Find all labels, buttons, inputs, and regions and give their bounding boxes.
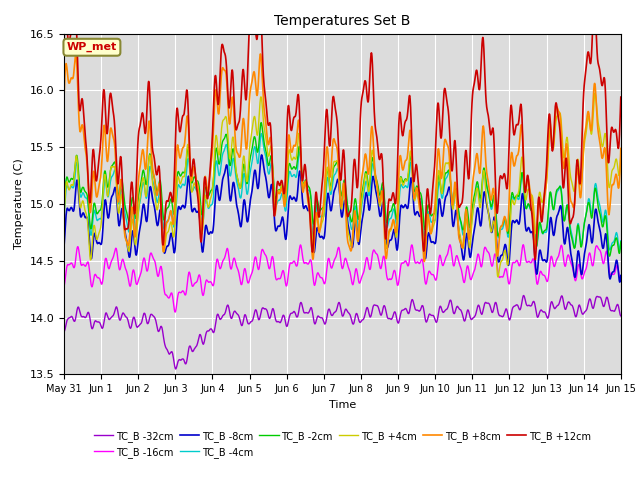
TC_B -16cm: [371, 249, 379, 254]
TC_B -4cm: [617, 238, 625, 244]
TC_B -2cm: [359, 186, 367, 192]
TC_B -4cm: [359, 197, 367, 203]
TC_B -32cm: [172, 366, 179, 372]
TC_B -8cm: [60, 244, 68, 250]
TC_B +8cm: [60, 95, 68, 101]
TC_B -32cm: [371, 302, 379, 308]
TC_B +12cm: [531, 257, 539, 263]
TC_B -32cm: [617, 313, 625, 319]
TC_B +8cm: [505, 211, 513, 217]
TC_B -16cm: [568, 263, 576, 269]
Line: TC_B -16cm: TC_B -16cm: [64, 245, 621, 312]
Line: TC_B -32cm: TC_B -32cm: [64, 296, 621, 369]
TC_B +4cm: [358, 193, 366, 199]
Title: Temperatures Set B: Temperatures Set B: [274, 14, 411, 28]
TC_B +8cm: [584, 111, 591, 117]
TC_B -16cm: [60, 284, 68, 289]
TC_B -4cm: [568, 231, 575, 237]
Line: TC_B -2cm: TC_B -2cm: [64, 122, 621, 256]
TC_B +4cm: [494, 274, 502, 280]
TC_B -2cm: [504, 230, 512, 236]
TC_B -32cm: [216, 315, 223, 321]
TC_B -8cm: [584, 233, 591, 239]
Y-axis label: Temperature (C): Temperature (C): [14, 158, 24, 250]
TC_B +4cm: [371, 168, 378, 173]
TC_B -2cm: [60, 205, 68, 211]
TC_B -2cm: [216, 161, 223, 167]
TC_B -4cm: [584, 204, 591, 209]
TC_B +12cm: [256, 0, 264, 2]
TC_B +12cm: [371, 118, 379, 123]
Text: WP_met: WP_met: [67, 42, 117, 52]
TC_B -2cm: [568, 235, 575, 240]
TC_B -4cm: [606, 247, 614, 253]
TC_B -2cm: [371, 169, 379, 175]
TC_B +12cm: [504, 165, 512, 171]
TC_B -4cm: [504, 234, 512, 240]
TC_B -8cm: [216, 197, 223, 203]
X-axis label: Time: Time: [329, 400, 356, 409]
TC_B +12cm: [60, 41, 68, 47]
TC_B -16cm: [172, 309, 179, 315]
TC_B -8cm: [617, 273, 625, 278]
Line: TC_B -8cm: TC_B -8cm: [64, 155, 621, 282]
TC_B -2cm: [605, 253, 613, 259]
TC_B -16cm: [216, 264, 223, 270]
TC_B +4cm: [591, 90, 599, 96]
TC_B -16cm: [584, 259, 591, 264]
TC_B +8cm: [371, 165, 379, 171]
TC_B -8cm: [568, 256, 575, 262]
TC_B -4cm: [60, 216, 68, 222]
TC_B -32cm: [568, 302, 576, 308]
Line: TC_B -4cm: TC_B -4cm: [64, 133, 621, 250]
TC_B -8cm: [371, 182, 379, 188]
TC_B -32cm: [504, 314, 512, 320]
TC_B +4cm: [216, 152, 223, 157]
TC_B +8cm: [257, 51, 264, 57]
TC_B +12cm: [216, 91, 223, 96]
TC_B -16cm: [504, 279, 512, 285]
TC_B -8cm: [359, 214, 367, 220]
Line: TC_B +8cm: TC_B +8cm: [64, 54, 621, 262]
TC_B -4cm: [216, 173, 223, 179]
TC_B -16cm: [617, 277, 625, 283]
TC_B +8cm: [420, 259, 428, 264]
TC_B -16cm: [359, 272, 367, 277]
TC_B +8cm: [617, 145, 625, 151]
TC_B +4cm: [60, 217, 68, 223]
TC_B +8cm: [568, 201, 576, 206]
TC_B -8cm: [616, 279, 623, 285]
TC_B -8cm: [258, 152, 266, 158]
TC_B -4cm: [371, 171, 379, 177]
TC_B -4cm: [257, 131, 265, 136]
TC_B -32cm: [60, 329, 68, 335]
TC_B +4cm: [568, 179, 575, 185]
Line: TC_B +12cm: TC_B +12cm: [64, 0, 621, 260]
TC_B -32cm: [359, 317, 367, 323]
TC_B +4cm: [584, 120, 591, 126]
Line: TC_B +4cm: TC_B +4cm: [64, 93, 621, 277]
TC_B +12cm: [568, 216, 576, 222]
TC_B +12cm: [359, 91, 367, 97]
TC_B -16cm: [520, 242, 527, 248]
TC_B -32cm: [520, 293, 527, 299]
TC_B +8cm: [359, 169, 367, 175]
TC_B -8cm: [504, 263, 512, 268]
TC_B +4cm: [617, 151, 625, 157]
TC_B +8cm: [216, 107, 223, 113]
TC_B +4cm: [504, 258, 512, 264]
TC_B -32cm: [584, 304, 591, 310]
TC_B -2cm: [617, 239, 625, 245]
TC_B -2cm: [584, 204, 591, 210]
TC_B +12cm: [584, 51, 591, 57]
TC_B -2cm: [257, 120, 265, 125]
Legend: TC_B -32cm, TC_B -16cm, TC_B -8cm, TC_B -4cm, TC_B -2cm, TC_B +4cm, TC_B +8cm, T: TC_B -32cm, TC_B -16cm, TC_B -8cm, TC_B …: [90, 427, 595, 461]
TC_B +12cm: [617, 94, 625, 100]
